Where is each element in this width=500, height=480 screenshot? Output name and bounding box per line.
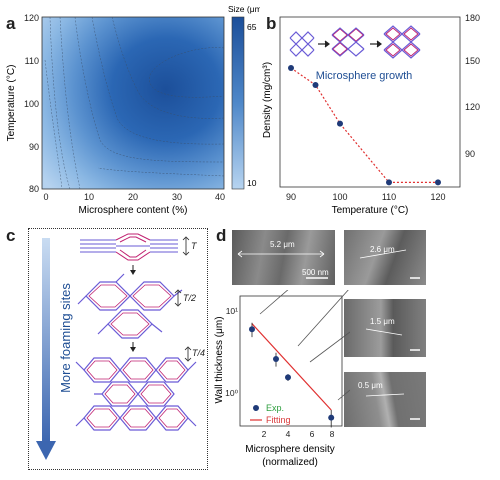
- panel-c-frame: [28, 228, 208, 470]
- panel-d-letter: d: [216, 226, 227, 245]
- sem-label-4: 0.5 μm: [358, 381, 383, 390]
- x-tick-label: 40: [215, 192, 225, 202]
- x-tick-label: 0: [43, 192, 48, 202]
- growth-inset-diagram: [289, 25, 421, 59]
- legend-marker-exp: [253, 405, 259, 411]
- panel-a-y-ticks: 80 90 100 110 120: [24, 13, 39, 194]
- y-tick-label: 110: [25, 56, 39, 66]
- x-tick-label: 30: [172, 192, 182, 202]
- contour-line: [44, 59, 63, 189]
- wall-thickness-point: [328, 414, 335, 421]
- y-tick-label: 80: [29, 184, 39, 194]
- sem-label-3: 1.5 μm: [370, 317, 395, 326]
- panel-a-xlabel: Microsphere content (%): [79, 205, 188, 216]
- panel-d-y-ticks: 10¹ 10⁰: [225, 306, 238, 398]
- foaming-sites-label: More foaming sites: [58, 283, 73, 393]
- x-tick-label: 2: [262, 429, 267, 439]
- scale-bar-label: 500 nm: [302, 268, 329, 277]
- foaming-arrow-shaft: [42, 238, 50, 443]
- panel-b-ylabel: Density (mg/cm³): [262, 62, 273, 138]
- panel-d-xlabel-2: (normalized): [262, 457, 318, 468]
- density-point: [386, 179, 392, 186]
- thickness-label-t4: T/4: [192, 348, 205, 358]
- panel-d-chart: 2 4 6 8 10¹ 10⁰ Exp. Fitting Microsphere…: [214, 290, 350, 468]
- y-tick-label: 120: [24, 13, 39, 23]
- growth-annotation: Microsphere growth: [316, 70, 413, 82]
- panel-b-y-ticks: 90 120 150 180: [465, 13, 480, 159]
- sem-image-4: 0.5 μm: [344, 372, 426, 427]
- panel-a-letter: a: [6, 14, 16, 33]
- panel-a-ylabel: Temperature (°C): [6, 65, 17, 142]
- foaming-arrow-head: [36, 441, 56, 460]
- contour-line: [49, 17, 71, 189]
- cell-stage-3: [75, 357, 197, 431]
- x-tick-label: 8: [330, 429, 335, 439]
- y-tick-label: 90: [29, 142, 39, 152]
- contour-line: [97, 167, 224, 177]
- contour-line: [149, 47, 224, 98]
- panel-c-diagram: More foaming sites: [36, 233, 205, 460]
- panel-b-x-ticks: 90 100 110 120: [286, 192, 446, 202]
- panel-d-plot-frame: [239, 295, 343, 427]
- panel-d-marks: [249, 322, 335, 428]
- panel-a-heatmap: 0 10 20 30 40 80 90 100 110 120 Microsph…: [6, 4, 260, 216]
- sem-image-3: 1.5 μm: [344, 299, 426, 357]
- density-point: [337, 120, 343, 127]
- colorbar: [231, 16, 245, 190]
- wall-thickness-point: [249, 326, 255, 333]
- x-tick-label: 110: [382, 192, 396, 202]
- x-tick-label: 10: [84, 192, 94, 202]
- panel-b-letter: b: [266, 14, 277, 33]
- sem-image-1: 5.2 μm 500 nm: [232, 230, 335, 285]
- panel-c-letter: c: [6, 226, 16, 245]
- thickness-markers: T T/2 T/4: [174, 236, 205, 362]
- fitting-line: [251, 323, 332, 411]
- contour-line: [91, 17, 224, 145]
- panel-d-ylabel: Wall thickness (μm): [214, 316, 225, 403]
- y-tick-label: 10⁰: [225, 388, 238, 398]
- x-tick-label: 120: [430, 192, 445, 202]
- panel-d-x-ticks: 2 4 6 8: [262, 429, 335, 439]
- panel-d-xlabel-1: Microsphere density: [245, 444, 334, 455]
- x-tick-label: 90: [286, 192, 296, 202]
- y-tick-label: 90: [465, 149, 475, 159]
- legend-label-fit: Fitting: [266, 415, 291, 425]
- contour-line: [59, 17, 81, 189]
- y-tick-label: 100: [24, 99, 39, 109]
- x-tick-label: 4: [286, 429, 291, 439]
- colorbar-min: 10: [247, 178, 257, 188]
- sem-pointer-lines: [259, 290, 350, 401]
- contour-line: [74, 17, 224, 163]
- panel-b-xlabel: Temperature (°C): [332, 205, 409, 216]
- colorbar-title: Size (μm): [228, 4, 260, 14]
- x-tick-label: 100: [332, 192, 347, 202]
- panel-a-x-ticks: 0 10 20 30 40: [43, 192, 225, 202]
- heatmap-area: [41, 16, 225, 190]
- y-tick-label: 150: [465, 56, 480, 66]
- legend-label-exp: Exp.: [266, 403, 284, 413]
- sem-label-1: 5.2 μm: [270, 240, 295, 249]
- thickness-label-t2: T/2: [183, 293, 196, 303]
- density-point: [288, 65, 294, 71]
- wall-thickness-point: [285, 374, 291, 381]
- density-point: [435, 179, 441, 186]
- panel-b-plot-frame: [279, 16, 461, 188]
- y-tick-label: 120: [465, 102, 480, 112]
- y-tick-label: 10¹: [226, 306, 238, 316]
- x-tick-label: 6: [310, 429, 315, 439]
- panel-b-chart: Microsphere growth 90 100 110 120 90 120…: [262, 13, 480, 216]
- sem-label-2: 2.6 μm: [370, 245, 395, 254]
- density-trend-line: [290, 67, 438, 183]
- colorbar-max: 65: [247, 22, 257, 32]
- y-tick-label: 180: [465, 13, 480, 23]
- x-tick-label: 20: [128, 192, 138, 202]
- wall-thickness-point: [273, 355, 279, 362]
- cell-stage-2: [77, 273, 183, 339]
- thickness-label-t: T: [191, 241, 198, 251]
- sem-image-2: 2.6 μm: [344, 230, 426, 285]
- density-point: [312, 82, 319, 88]
- panel-b-marks: [288, 65, 441, 186]
- cell-stage-1: [80, 233, 178, 261]
